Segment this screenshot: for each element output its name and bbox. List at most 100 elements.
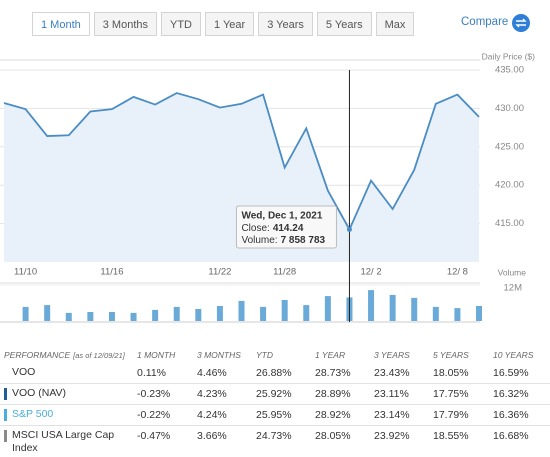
tab[interactable]: 1 Month [32, 12, 90, 36]
tooltip-volume-value: 7 858 783 [281, 235, 326, 246]
tab[interactable]: 1 Year [205, 12, 255, 36]
row-value: 23.43% [374, 367, 410, 379]
tab[interactable]: 3 Months [93, 12, 157, 36]
row-marker [4, 409, 7, 421]
volume-bar [87, 312, 94, 321]
tab[interactable]: 5 Years [316, 12, 372, 36]
volume-bar [130, 312, 137, 321]
row-value: 17.75% [433, 388, 469, 400]
volume-bar [411, 297, 418, 321]
compare-link[interactable]: Compare [461, 16, 509, 28]
row-value: -0.23% [137, 388, 171, 400]
column-header: 3 MONTHS [197, 350, 241, 360]
volume-bar [368, 290, 375, 321]
row-value: 23.92% [374, 430, 410, 442]
x-tick-label: 11/16 [100, 267, 123, 278]
tooltip-volume: Volume: 7 858 783 [241, 235, 325, 246]
row-value: 4.46% [197, 367, 227, 379]
y-tick-label: 415.00 [495, 218, 524, 229]
row-marker [4, 388, 7, 400]
volume-bar [173, 306, 180, 321]
volume-bar [432, 306, 439, 321]
tooltip-date: Wed, Dec 1, 2021 [241, 211, 322, 222]
x-tick-label: 11/28 [273, 267, 296, 278]
volume-bar [324, 296, 331, 321]
row-value: 23.14% [374, 409, 410, 421]
row-value: 16.36% [493, 409, 529, 421]
row-value: 16.32% [493, 388, 529, 400]
row-value: 18.55% [433, 430, 469, 442]
as-of: [as of 12/09/21] [73, 351, 125, 360]
row-value: 28.05% [315, 430, 351, 442]
row-value: 28.89% [315, 388, 351, 400]
x-tick-label: 11/10 [14, 267, 37, 278]
volume-bar [195, 309, 202, 321]
row-name: VOO [12, 366, 36, 378]
row-value: 4.24% [197, 409, 227, 421]
volume-title: Volume [498, 267, 527, 277]
price-area [4, 93, 479, 262]
row-value: -0.47% [137, 430, 171, 442]
row-value: 24.73% [256, 430, 292, 442]
y-tick-label: 425.00 [495, 141, 524, 152]
tab[interactable]: YTD [161, 12, 201, 36]
tooltip-box [235, 205, 337, 249]
row-value: 26.88% [256, 367, 292, 379]
tooltip-close-value: 414.24 [273, 223, 304, 234]
row-marker [4, 430, 7, 442]
row-value: -0.22% [137, 409, 171, 421]
tooltip-close: Close: 414.24 [241, 223, 303, 234]
table-row: VOO 0.11% 4.46% 26.88% 28.73% 23.43% 18.05% 16.… [0, 363, 550, 384]
volume-bar [65, 312, 72, 321]
y-tick-label: 12M [504, 283, 523, 294]
table-header: PERFORMANCE [as of 12/09/21] 1 MONTH 3 MONT… [0, 346, 550, 363]
column-header: 10 YEARS [493, 350, 534, 360]
row-value: 4.23% [197, 388, 227, 400]
y-axis-title: Daily Price ($) [482, 51, 536, 61]
y-tick-label: 435.00 [495, 65, 524, 76]
row-value: 17.79% [433, 409, 469, 421]
column-header: 3 YEARS [374, 350, 410, 360]
volume-bar [389, 294, 396, 321]
table-title: PERFORMANCE [as of 12/09/21] [4, 350, 125, 360]
volume-bar [454, 308, 461, 321]
column-header: 1 MONTH [137, 350, 176, 360]
price-line [3, 92, 480, 232]
row-name: VOO (NAV) [12, 387, 67, 399]
table-row: VOO (NAV) -0.23% 4.23% 25.92% 28.89% 23.11% 17… [0, 384, 550, 405]
column-header: 1 YEAR [315, 350, 346, 360]
tab[interactable]: 3 Years [258, 12, 313, 36]
tab[interactable]: Max [375, 12, 415, 36]
volume-bar [281, 300, 288, 321]
volume-bar [303, 305, 310, 321]
row-name: MSCI USA Large Cap Index [12, 429, 115, 454]
row-value: 3.66% [197, 430, 227, 442]
row-value: 16.59% [493, 367, 529, 379]
volume-bar [216, 306, 223, 321]
volume-bar [22, 306, 29, 321]
tab-bar: 1 Month 3 Months YTD 1 Year 3 Years 5 Years Ma… [32, 12, 415, 36]
x-tick-label: 11/22 [208, 267, 231, 278]
volume-bar [152, 309, 159, 321]
column-header: YTD [256, 350, 273, 360]
volume-bar [238, 300, 245, 321]
row-name[interactable]: S&P 500 [12, 408, 54, 420]
row-value: 28.73% [315, 367, 351, 379]
volume-bar [260, 306, 267, 321]
row-value: 0.11% [137, 367, 166, 379]
compare-icon[interactable] [512, 14, 530, 32]
table-row: S&P 500 -0.22% 4.24% 25.95% 28.92% 23.14% 17.7… [0, 405, 550, 426]
performance-table: PERFORMANCE [as of 12/09/21] 1 MONTH 3 MONT… [0, 346, 550, 457]
tooltip-close-label: Close: [241, 223, 269, 234]
hover-point [346, 226, 352, 232]
y-tick-label: 430.00 [495, 103, 524, 114]
row-value: 16.68% [493, 430, 529, 442]
x-tick-label: 12/ 2 [360, 267, 381, 278]
volume-bar [44, 305, 51, 321]
tooltip-volume-label: Volume: [241, 235, 277, 246]
column-header: 5 YEARS [433, 350, 469, 360]
volume-bar [476, 306, 482, 321]
row-value: 18.05% [433, 367, 469, 379]
